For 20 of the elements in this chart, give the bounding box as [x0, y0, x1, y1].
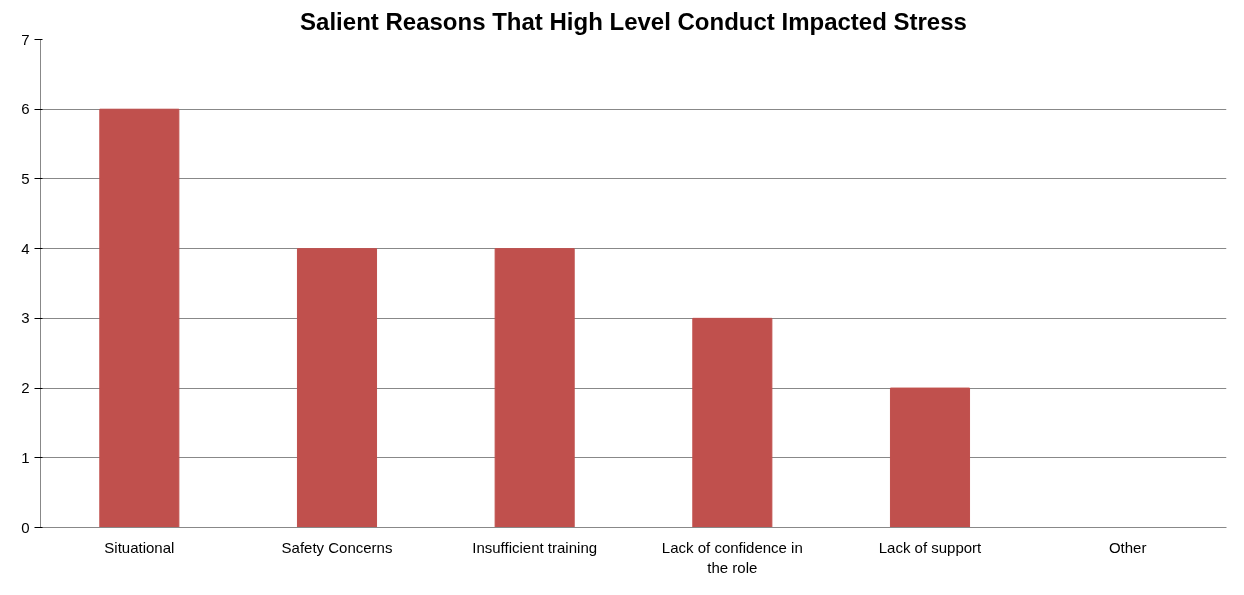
bar: [692, 317, 773, 528]
x-tick-label: Lack of support: [878, 538, 983, 556]
bar: [99, 108, 180, 528]
y-tick-label: 5: [21, 169, 30, 187]
x-tick-label: Situational: [104, 538, 175, 556]
x-tick-label: Lack of confidence in the role: [661, 538, 803, 576]
x-tick-label: Insufficient training: [472, 538, 598, 556]
bar: [889, 387, 971, 528]
y-tick-label: 6: [21, 100, 30, 118]
y-tick-label: 3: [21, 309, 30, 327]
y-tick-label: 1: [21, 448, 30, 466]
y-tick-label: 4: [21, 239, 30, 257]
y-tick-label: 2: [21, 379, 30, 397]
x-tick-label: Other: [1108, 538, 1147, 556]
y-tick-label: 7: [21, 30, 30, 48]
bar: [296, 248, 378, 528]
chart-title: Salient Reasons That High Level Conduct Impacted Stress: [300, 7, 967, 35]
x-tick-label: Safety Concerns: [281, 538, 393, 556]
bar: [494, 248, 575, 528]
y-tick-label: 0: [21, 518, 30, 536]
